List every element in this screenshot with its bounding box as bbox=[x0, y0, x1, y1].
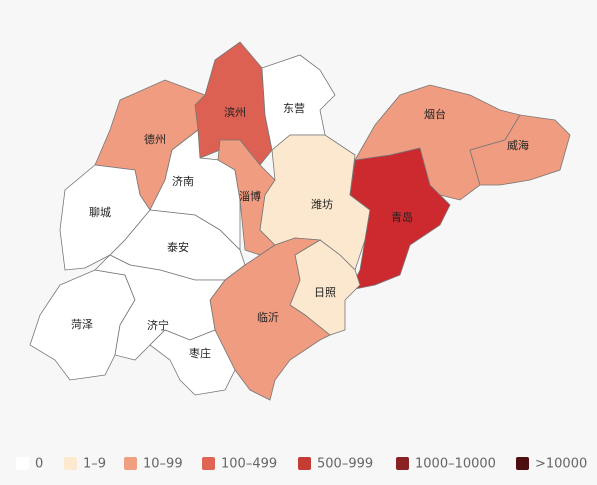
legend-swatch[interactable] bbox=[396, 457, 409, 470]
legend-swatch[interactable] bbox=[298, 457, 311, 470]
region-label: 滨州 bbox=[224, 105, 246, 119]
region-label: 威海 bbox=[507, 138, 529, 152]
region-label: 青岛 bbox=[391, 210, 413, 224]
legend-label[interactable]: 0 bbox=[35, 457, 43, 472]
region-label: 潍坊 bbox=[311, 197, 333, 211]
region-label: 淄博 bbox=[239, 190, 261, 203]
region-label: 聊城 bbox=[89, 205, 111, 219]
region-label: 东营 bbox=[283, 101, 305, 115]
region[interactable] bbox=[469, 114, 571, 186]
region-label: 日照 bbox=[314, 286, 336, 299]
region-label: 济南 bbox=[172, 174, 194, 188]
legend-label[interactable]: 100–499 bbox=[221, 457, 277, 472]
region-label: 临沂 bbox=[257, 310, 279, 324]
region-label: 烟台 bbox=[424, 107, 446, 121]
region-label: 德州 bbox=[144, 132, 166, 146]
legend-label[interactable]: 10–99 bbox=[143, 457, 183, 472]
legend-label[interactable]: 1000–10000 bbox=[415, 457, 496, 472]
legend-label[interactable]: 500–999 bbox=[317, 457, 373, 472]
region-label: 济宁 bbox=[147, 318, 169, 332]
legend-swatch[interactable] bbox=[202, 457, 215, 470]
region[interactable] bbox=[261, 54, 336, 151]
region[interactable] bbox=[149, 129, 241, 251]
legend-swatch[interactable] bbox=[64, 457, 77, 470]
region-label: 泰安 bbox=[167, 240, 189, 254]
region-label: 菏泽 bbox=[71, 318, 93, 331]
legend-label[interactable]: >10000 bbox=[535, 457, 587, 472]
region[interactable] bbox=[149, 329, 236, 396]
legend-swatch[interactable] bbox=[16, 457, 29, 470]
legend-label[interactable]: 1–9 bbox=[83, 457, 106, 472]
legend-swatch[interactable] bbox=[124, 457, 137, 470]
legend-swatch[interactable] bbox=[516, 457, 529, 470]
region-label: 枣庄 bbox=[189, 346, 211, 360]
